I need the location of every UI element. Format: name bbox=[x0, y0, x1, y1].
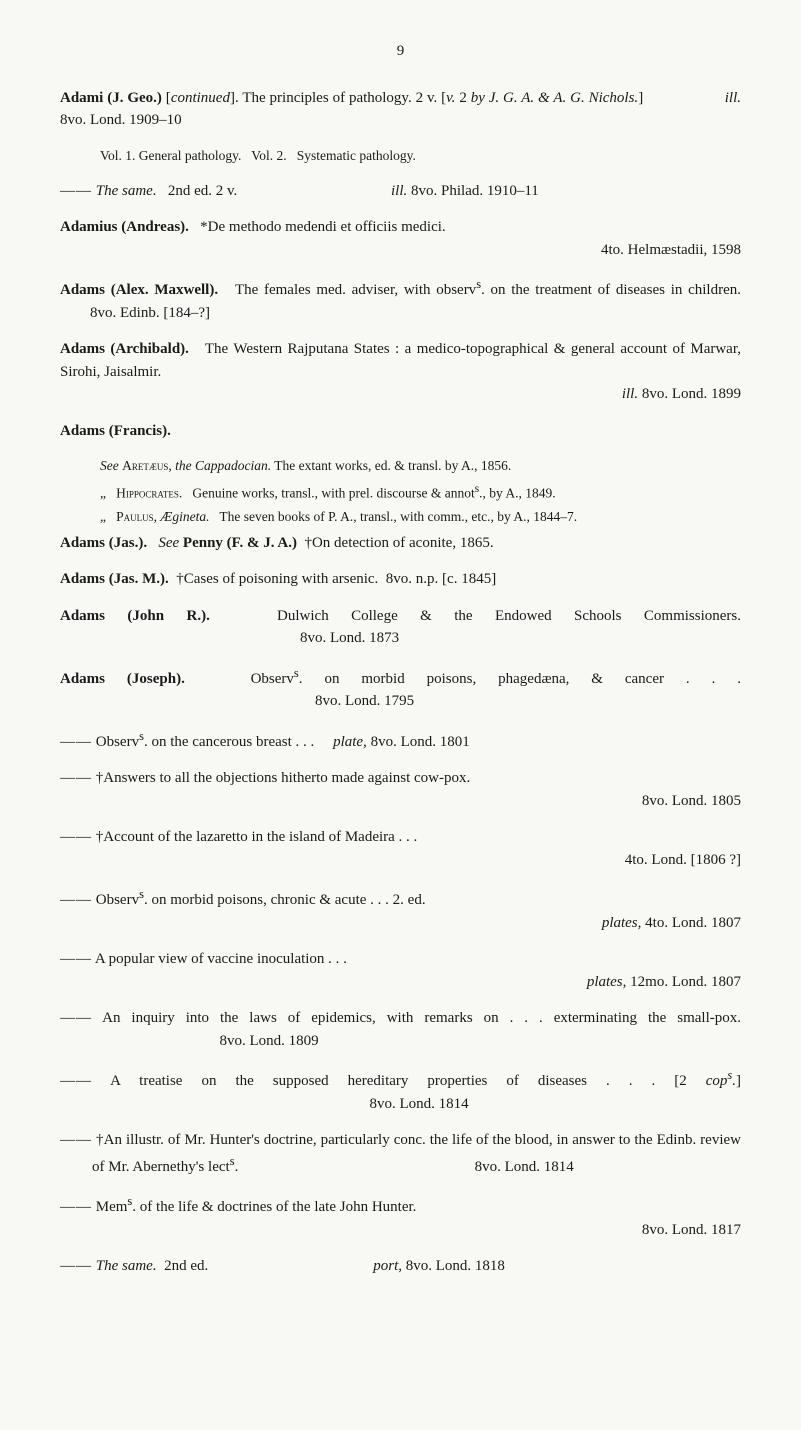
bibliography-entry: See Aretæus, the Cappadocian. The extant… bbox=[100, 456, 741, 476]
bibliography-entries: Adami (J. Geo.) [continued]. The princip… bbox=[60, 87, 741, 1278]
bibliography-entry: —— Mems. of the life & doctrines of the … bbox=[92, 1192, 741, 1241]
bibliography-entry: —— An inquiry into the laws of epidemics… bbox=[92, 1007, 741, 1052]
bibliography-entry: Adams (Francis). bbox=[60, 420, 741, 443]
bibliography-entry: „ Hippocrates. Genuine works, transl., w… bbox=[100, 481, 741, 504]
bibliography-entry: Adams (Archibald). The Western Rajputana… bbox=[60, 338, 741, 406]
page-number: 9 bbox=[60, 40, 741, 63]
bibliography-entry: Vol. 1. General pathology. Vol. 2. Syste… bbox=[100, 146, 741, 166]
bibliography-entry: —— Observs. on the cancerous breast . . … bbox=[92, 727, 741, 754]
bibliography-entry: —— †An illustr. of Mr. Hunter's doctrine… bbox=[92, 1129, 741, 1178]
bibliography-entry: —— The same. 2nd ed. port, 8vo. Lond. 18… bbox=[92, 1255, 741, 1278]
bibliography-entry: Adams (Jas. M.). †Cases of poisoning wit… bbox=[60, 568, 741, 591]
bibliography-entry: —— †Answers to all the objections hither… bbox=[92, 767, 741, 812]
bibliography-entry: Adams (John R.). Dulwich College & the E… bbox=[60, 605, 741, 650]
bibliography-entry: —— A treatise on the supposed hereditary… bbox=[92, 1066, 741, 1115]
bibliography-entry: —— The same. 2nd ed. 2 v. ill. 8vo. Phil… bbox=[92, 180, 741, 203]
bibliography-entry: —— A popular view of vaccine inoculation… bbox=[92, 948, 741, 993]
bibliography-entry: —— †Account of the lazaretto in the isla… bbox=[92, 826, 741, 871]
bibliography-entry: Adamius (Andreas). *De methodo medendi e… bbox=[60, 216, 741, 261]
bibliography-entry: Adami (J. Geo.) [continued]. The princip… bbox=[60, 87, 741, 132]
bibliography-entry: Adams (Joseph). Observs. on morbid poiso… bbox=[60, 664, 741, 713]
bibliography-entry: Adams (Alex. Maxwell). The females med. … bbox=[60, 275, 741, 324]
bibliography-entry: —— Observs. on morbid poisons, chronic &… bbox=[92, 885, 741, 934]
bibliography-entry: Adams (Jas.). See Penny (F. & J. A.) †On… bbox=[60, 532, 741, 555]
bibliography-entry: „ Paulus, Ægineta. The seven books of P.… bbox=[100, 507, 741, 527]
